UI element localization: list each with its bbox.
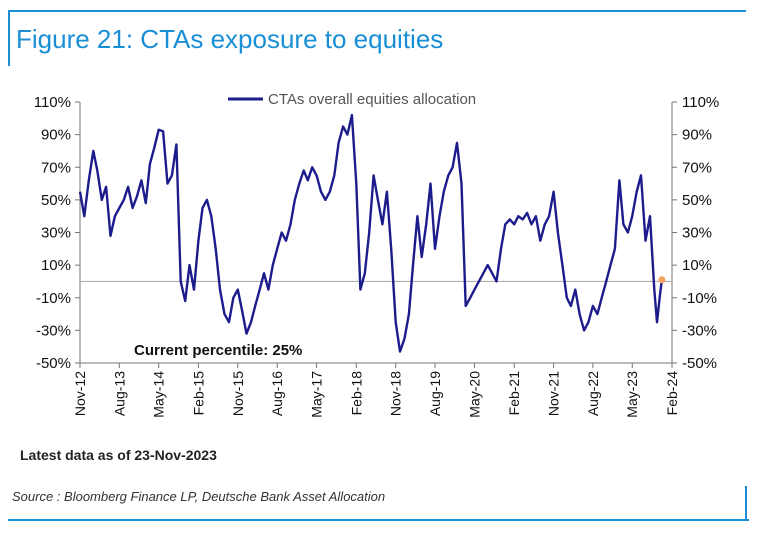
x-tick-label: May-23 [624,371,640,418]
y-tick-label-left: -10% [36,290,71,307]
series-line [78,113,664,353]
y-tick-label-right: 30% [682,225,712,242]
y-tick-label-left: 50% [41,192,71,209]
x-tick-label: Nov-18 [388,371,404,416]
latest-data-note: Latest data as of 23-Nov-2023 [20,447,217,463]
x-tick-label: Nov-12 [72,371,88,416]
x-tick-label: Nov-15 [230,371,246,416]
y-tick-label-right: 10% [682,257,712,274]
legend-label: CTAs overall equities allocation [268,91,476,108]
y-tick-label-left: 70% [41,159,71,176]
percentile-annotation: Current percentile: 25% [134,342,302,359]
x-tick-label: Feb-21 [506,371,522,416]
x-tick-label: May-14 [151,371,167,418]
frame-right-rule [745,486,747,520]
x-tick-label: Nov-21 [546,371,562,416]
y-tick-label-left: 90% [41,127,71,144]
x-tick-label: Feb-24 [664,371,680,416]
x-tick-label: May-20 [466,371,482,418]
y-tick-label-right: -30% [682,322,717,339]
x-tick-label: Aug-16 [269,371,285,416]
y-tick-label-right: -10% [682,290,717,307]
source-note: Source : Bloomberg Finance LP, Deutsche … [12,489,386,504]
frame-top-rule [8,10,746,12]
y-tick-label-left: -30% [36,322,71,339]
y-tick-label-left: 30% [41,225,71,242]
frame-bottom-rule [8,519,749,521]
y-tick-label-right: 110% [682,94,719,111]
y-tick-label-right: 90% [682,127,712,144]
y-tick-label-right: 70% [682,159,712,176]
y-tick-label-left: -50% [36,355,71,372]
y-tick-label-right: 50% [682,192,712,209]
y-tick-label-left: 10% [41,257,71,274]
x-tick-label: Aug-19 [427,371,443,416]
frame-left-rule [8,10,10,66]
x-tick-label: Aug-13 [111,371,127,416]
figure-title: Figure 21: CTAs exposure to equities [16,24,444,54]
y-tick-label-left: 110% [34,94,71,111]
x-tick-label: Aug-22 [585,371,601,416]
x-tick-label: Feb-18 [348,371,364,416]
latest-point-marker [658,276,666,284]
y-tick-label-right: -50% [682,355,717,372]
x-tick-label: May-17 [309,371,325,418]
x-tick-label: Feb-15 [190,371,206,416]
